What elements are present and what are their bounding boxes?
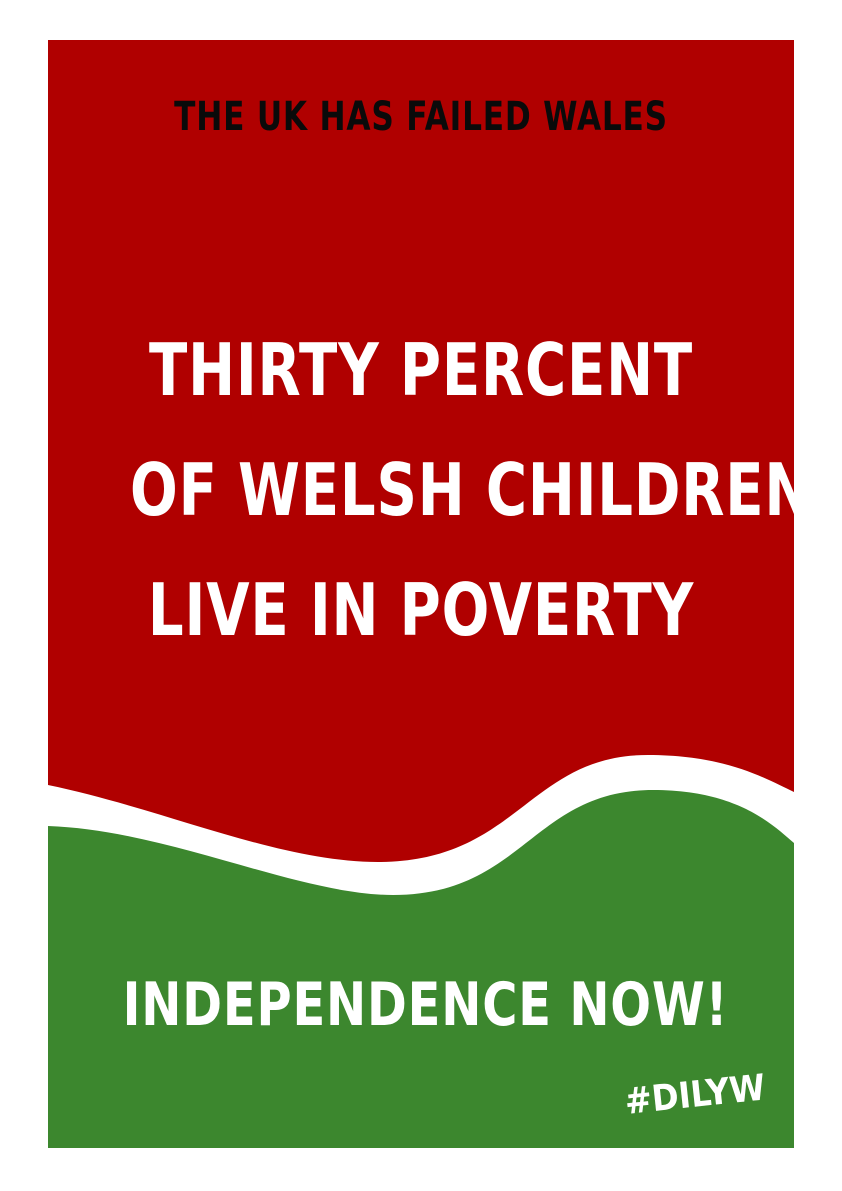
poster: THE UK HAS FAILED WALES THIRTY PERCENT O… (48, 40, 794, 1148)
statement-line-2: OF WELSH CHILDREN (130, 448, 794, 532)
statement-line-1: THIRTY PERCENT (148, 328, 694, 412)
headline: THE UK HAS FAILED WALES (174, 94, 668, 140)
call-to-action: INDEPENDENCE NOW! (122, 970, 729, 1040)
poster-background (48, 40, 794, 1148)
statement-line-3: LIVE IN POVERTY (147, 568, 695, 652)
green-field (48, 790, 794, 1148)
statement: THIRTY PERCENT OF WELSH CHILDREN LIVE IN… (130, 310, 794, 670)
